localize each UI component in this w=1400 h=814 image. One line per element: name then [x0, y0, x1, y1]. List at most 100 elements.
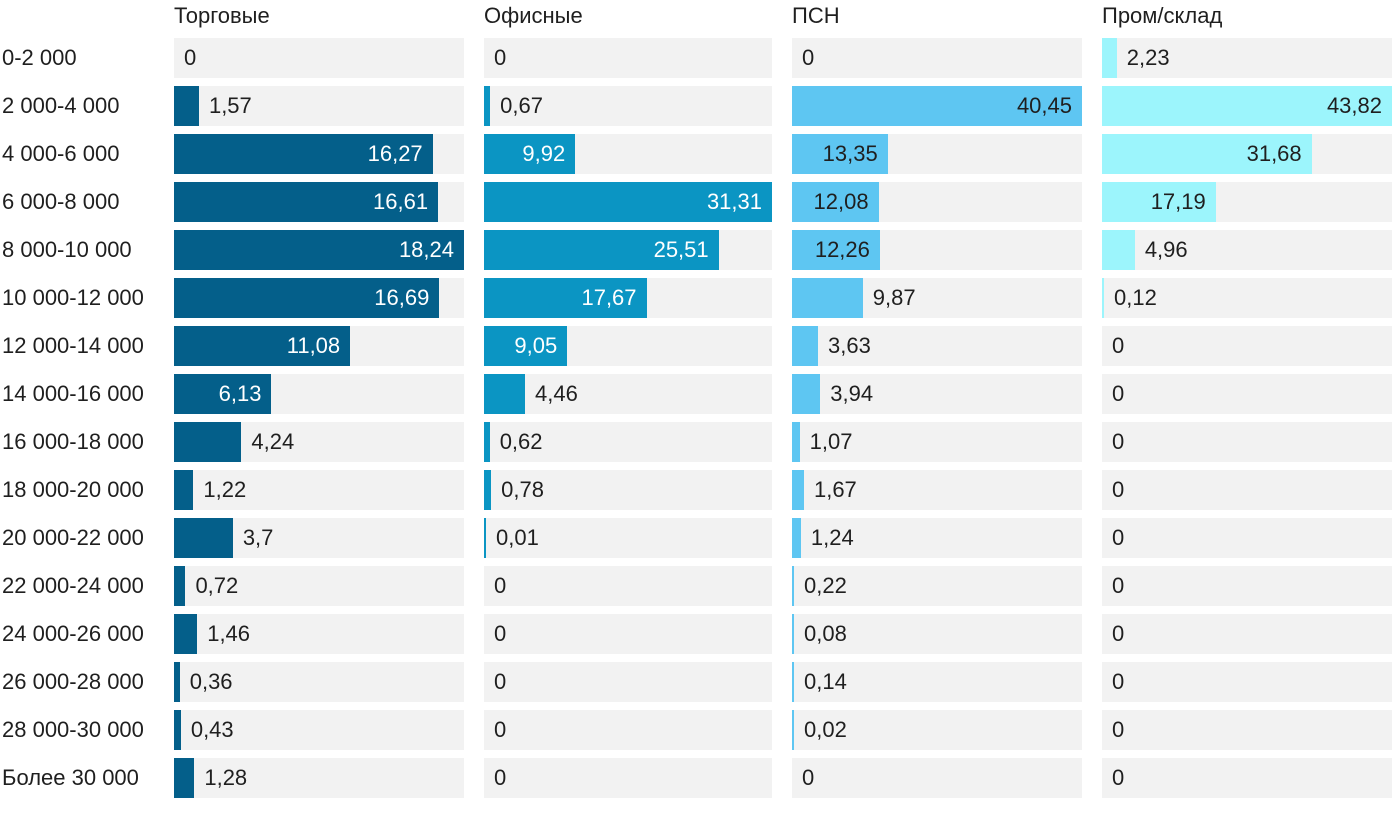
bar-track	[792, 422, 1082, 462]
data-label: 3,94	[830, 381, 874, 406]
data-label: 0,67	[500, 93, 543, 118]
bar-track	[792, 662, 1082, 702]
row-label: 18 000-20 000	[2, 477, 144, 502]
bar	[792, 182, 879, 222]
bar	[174, 86, 199, 126]
row-label: 14 000-16 000	[2, 381, 144, 406]
bar-track	[174, 38, 464, 78]
data-label: 0	[494, 45, 507, 70]
bar-track	[1102, 278, 1392, 318]
row-label: 6 000-8 000	[2, 189, 120, 214]
bar-track	[174, 614, 464, 654]
bar	[174, 230, 464, 270]
data-label: 16,27	[367, 141, 423, 166]
row-label: 20 000-22 000	[2, 525, 144, 550]
data-label: 4,24	[251, 429, 295, 454]
bar	[1102, 278, 1104, 318]
data-label: 0	[1112, 669, 1125, 694]
bar-track	[484, 614, 772, 654]
data-label: 9,87	[872, 285, 916, 310]
bar	[174, 518, 233, 558]
data-label: 0	[494, 573, 507, 598]
bar	[174, 326, 351, 366]
data-label: 0	[184, 45, 197, 70]
bar-track	[484, 518, 772, 558]
data-label: 0	[1112, 525, 1125, 550]
column-title: Офисные	[484, 3, 583, 28]
bar-track	[484, 662, 772, 702]
data-label: 0	[1112, 429, 1125, 454]
data-label: 0,02	[804, 717, 847, 742]
bar	[174, 710, 181, 750]
data-label: 12,08	[813, 189, 869, 214]
bar	[484, 518, 486, 558]
row-label: 8 000-10 000	[2, 237, 132, 262]
column-title: Пром/склад	[1102, 3, 1223, 28]
data-label: 0,22	[804, 573, 847, 598]
data-label: 0,01	[496, 525, 539, 550]
bar	[174, 278, 440, 318]
data-label: 2,23	[1126, 45, 1170, 70]
bar-track	[1102, 614, 1392, 654]
bar	[1102, 134, 1312, 174]
bar	[792, 230, 880, 270]
bar	[1102, 38, 1117, 78]
data-label: 4,46	[535, 381, 578, 406]
data-label: 1,24	[810, 525, 854, 550]
row-label: 2 000-4 000	[2, 93, 120, 118]
data-label: 25,51	[653, 237, 709, 262]
data-label: 0	[802, 45, 815, 70]
bar	[174, 566, 186, 606]
bar	[484, 374, 526, 414]
bar	[792, 326, 819, 366]
row-label: 12 000-14 000	[2, 333, 144, 358]
bar-track	[1102, 374, 1392, 414]
data-label: 0	[802, 765, 815, 790]
bar	[484, 278, 647, 318]
row-label: 22 000-24 000	[2, 573, 144, 598]
data-label: 9,92	[522, 141, 566, 166]
data-label: 0	[494, 669, 507, 694]
bar	[174, 422, 242, 462]
data-label: 0,14	[804, 669, 847, 694]
bar	[792, 470, 804, 510]
row-label: 10 000-12 000	[2, 285, 144, 310]
data-label: 17,19	[1150, 189, 1206, 214]
bar	[792, 278, 863, 318]
bar	[1102, 182, 1216, 222]
data-label: 13,35	[822, 141, 878, 166]
bar-track	[792, 710, 1082, 750]
data-label: 3,63	[828, 333, 871, 358]
bar	[792, 134, 888, 174]
data-label: 0	[494, 621, 507, 646]
bar-track	[1102, 230, 1392, 270]
bar-track	[792, 326, 1082, 366]
row-label: 28 000-30 000	[2, 717, 144, 742]
bar-track	[174, 662, 464, 702]
bar-track	[792, 518, 1082, 558]
data-label: 0,12	[1114, 285, 1157, 310]
data-label: 16,61	[373, 189, 429, 214]
data-label: 0	[1112, 573, 1125, 598]
bar-track	[1102, 38, 1392, 78]
bar	[792, 710, 794, 750]
bar-track	[484, 566, 772, 606]
data-label: 0,72	[195, 573, 239, 598]
bar-track	[174, 710, 464, 750]
bar-track	[1102, 470, 1392, 510]
row-label: 4 000-6 000	[2, 141, 120, 166]
bar-track	[484, 422, 772, 462]
bar	[174, 758, 195, 798]
bar-track	[484, 38, 772, 78]
data-label: 1,22	[203, 477, 247, 502]
data-label: 1,67	[813, 477, 857, 502]
data-label: 16,69	[374, 285, 430, 310]
data-label: 31,68	[1246, 141, 1302, 166]
column-title: Торговые	[174, 3, 270, 28]
bar	[484, 134, 576, 174]
bar-track	[792, 566, 1082, 606]
bar	[792, 518, 801, 558]
bar-track	[174, 566, 464, 606]
data-label: 3,7	[242, 525, 274, 550]
